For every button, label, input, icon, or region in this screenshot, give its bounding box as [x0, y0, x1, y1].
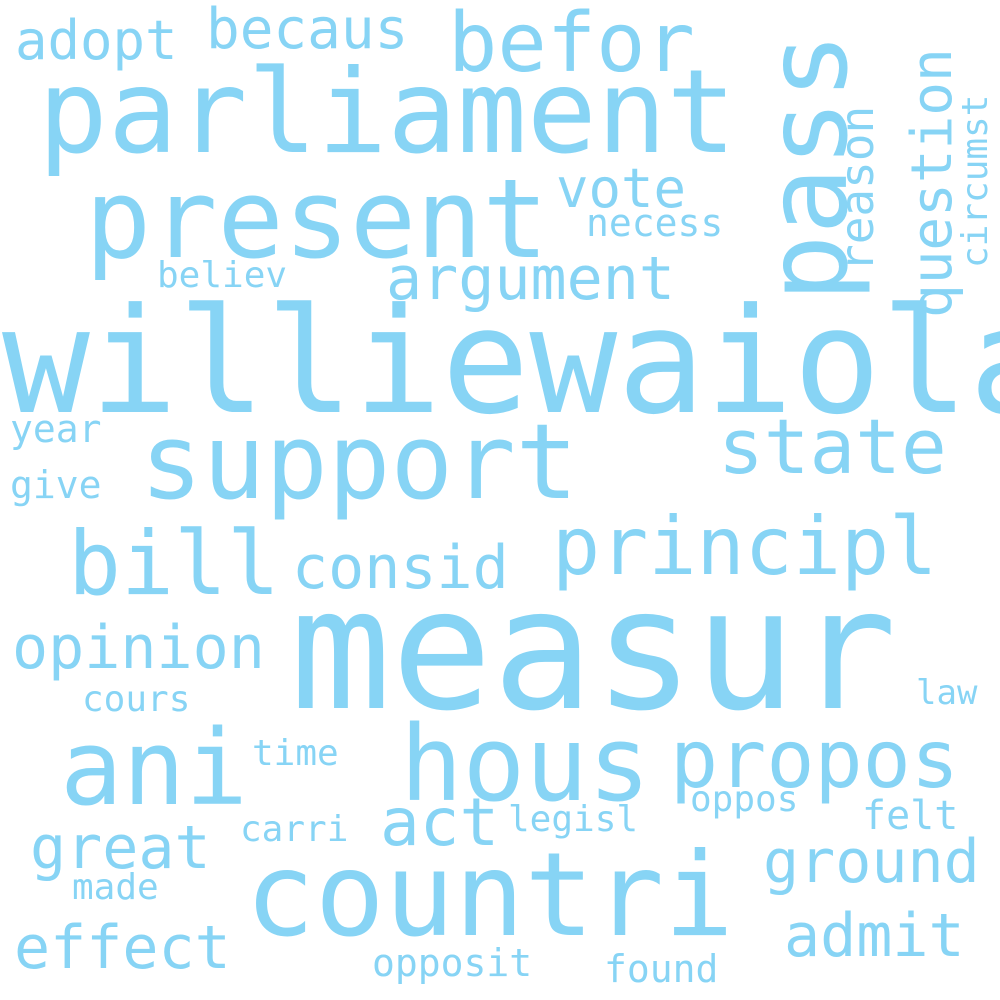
word-vote: vote	[556, 157, 687, 220]
word-measur: measur	[290, 552, 897, 748]
word-effect: effect	[14, 913, 231, 983]
word-time: time	[252, 733, 339, 774]
word-great: great	[30, 813, 211, 883]
word-question: question	[900, 48, 965, 318]
word-argument: argument	[386, 244, 675, 314]
word-made: made	[72, 867, 159, 908]
word-give: give	[10, 463, 102, 507]
word-cours: cours	[82, 679, 191, 720]
word-found: found	[604, 947, 719, 991]
word-necess: necess	[586, 201, 724, 245]
word-propos: propos	[670, 713, 959, 806]
word-consid: consid	[292, 533, 509, 603]
word-oppos: oppos	[690, 779, 799, 820]
word-state: state	[718, 402, 947, 491]
word-williewaiola: williewaiola	[2, 277, 1000, 447]
word-year: year	[10, 407, 102, 451]
word-act: act	[380, 784, 500, 861]
word-present: present	[85, 155, 549, 283]
word-befor: befor	[448, 0, 695, 91]
word-support: support	[140, 401, 579, 523]
word-believ: believ	[157, 255, 288, 296]
word-hous: hous	[400, 703, 651, 825]
word-opposit: opposit	[372, 941, 533, 985]
word-felt: felt	[862, 793, 959, 839]
word-carri: carri	[240, 809, 349, 850]
word-ground: ground	[763, 827, 980, 897]
word-countri: countri	[245, 828, 734, 963]
word-opinion: opinion	[12, 613, 265, 683]
word-ani: ani	[60, 707, 248, 829]
word-legisl: legisl	[508, 799, 639, 840]
word-parliament: parliament	[38, 45, 737, 180]
word-principl: principl	[552, 500, 938, 593]
word-reason: reason	[830, 105, 884, 272]
word-admit: admit	[784, 901, 965, 971]
word-law: law	[916, 673, 978, 713]
word-becaus: becaus	[206, 0, 409, 62]
word-adopt: adopt	[15, 9, 178, 72]
word-bill: bill	[68, 512, 280, 615]
word-circumst: circumst	[955, 94, 996, 268]
